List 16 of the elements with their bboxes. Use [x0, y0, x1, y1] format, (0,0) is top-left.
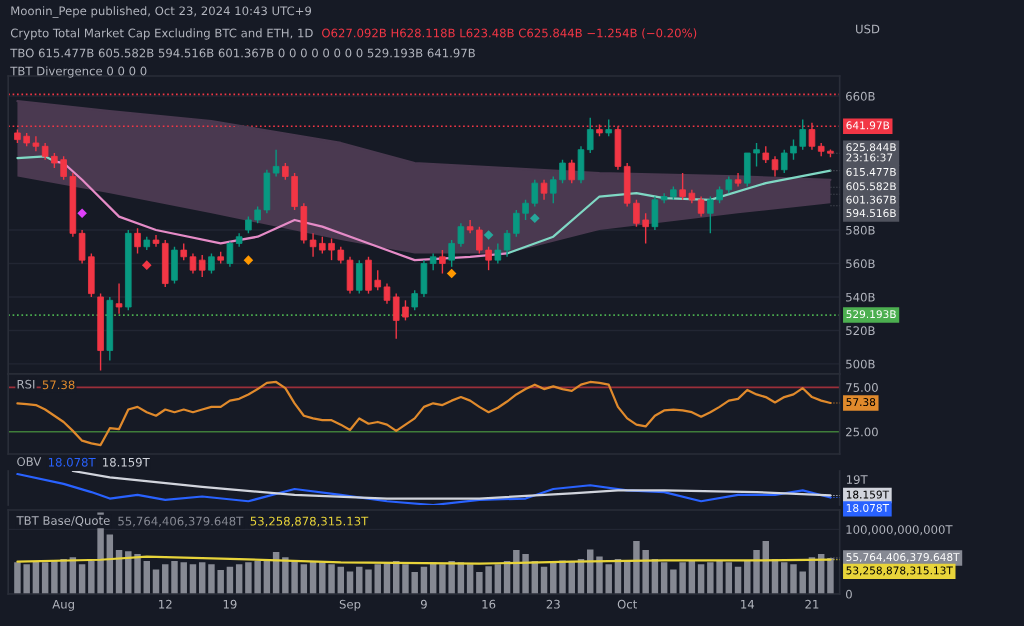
line-series	[505, 169, 832, 255]
candlestick	[568, 159, 576, 184]
point	[529, 213, 540, 224]
candlestick	[208, 252, 215, 275]
point	[141, 260, 152, 270]
bar	[346, 571, 354, 595]
candlestick	[171, 246, 178, 285]
candlestick	[115, 282, 123, 315]
bar	[152, 569, 160, 595]
point	[243, 255, 254, 265]
candlestick	[355, 259, 363, 295]
candlestick	[439, 249, 446, 275]
candlestick	[134, 227, 141, 255]
point	[483, 230, 494, 240]
candlestick	[540, 179, 548, 201]
point	[77, 208, 87, 219]
